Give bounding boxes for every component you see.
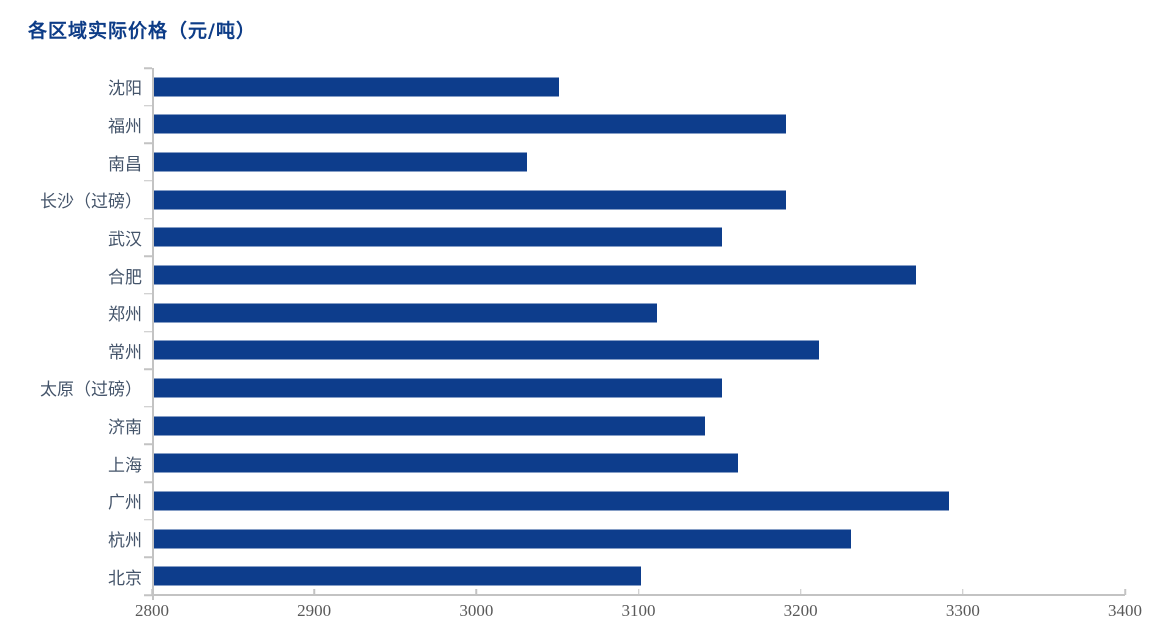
x-tick-label: 2900 (297, 601, 332, 620)
x-tick-label: 3000 (459, 601, 494, 620)
x-axis-tick (475, 589, 478, 595)
x-axis-tick (962, 589, 964, 595)
x-tick-label: 3200 (783, 601, 818, 620)
y-axis-line (152, 68, 154, 600)
x-axis-tick (1124, 589, 1126, 595)
category-label: 福州 (108, 116, 142, 137)
value-axis: 2800 2900 3000 3100 3200 3300 3400 (135, 601, 1142, 625)
bar (154, 265, 917, 285)
category-label: 郑州 (108, 305, 142, 326)
x-tick-label: 2800 (135, 601, 169, 620)
y-axis-tick (144, 255, 152, 257)
bar (154, 416, 706, 436)
x-axis-tick (151, 589, 153, 595)
bar (154, 114, 787, 134)
bar (154, 77, 560, 97)
bar (154, 340, 819, 360)
y-axis-tick (144, 142, 152, 145)
category-label: 武汉 (108, 229, 142, 250)
y-axis-tick (144, 67, 152, 69)
y-axis-tick (144, 368, 152, 370)
y-axis-tick (144, 556, 152, 559)
category-label: 沈阳 (108, 79, 142, 100)
plot-area (144, 67, 1126, 600)
x-tick-label: 3400 (1108, 601, 1142, 620)
category-label: 长沙（过磅） (40, 192, 142, 213)
category-label: 杭州 (108, 531, 142, 552)
x-tick-label: 3300 (945, 601, 980, 620)
category-axis: 沈阳福州南昌长沙（过磅） 武汉合肥郑州常州太原（过磅） 济南上海广州杭州北京 (0, 68, 142, 595)
y-axis-tick (144, 104, 152, 107)
category-label: 济南 (108, 418, 142, 439)
category-label: 常州 (108, 342, 142, 363)
y-axis-tick (144, 293, 152, 295)
chart-title: 各区域实际价格（元/吨） (28, 20, 256, 42)
x-axis-tick (313, 589, 315, 595)
y-axis-tick (144, 594, 152, 596)
y-axis-tick (144, 180, 152, 182)
bar (154, 303, 657, 323)
y-axis-tick (144, 330, 152, 333)
category-label: 南昌 (108, 154, 142, 175)
category-label: 北京 (108, 568, 142, 589)
y-axis-tick (144, 518, 152, 521)
y-axis-tick (144, 481, 152, 483)
y-axis-tick (144, 406, 152, 408)
category-label: 广州 (108, 493, 142, 514)
y-axis-tick (144, 217, 152, 220)
bar (154, 453, 738, 473)
bar (154, 190, 787, 210)
bar (154, 378, 722, 398)
bar (154, 227, 722, 247)
bar (154, 566, 641, 586)
category-label: 合肥 (108, 267, 142, 288)
bar (154, 152, 527, 172)
x-axis-tick (637, 589, 640, 595)
category-label: 上海 (108, 455, 142, 476)
y-axis-tick (144, 443, 152, 446)
x-tick-label: 3100 (621, 601, 656, 620)
bar (154, 491, 949, 511)
bar (154, 529, 852, 549)
category-label: 太原（过磅） (40, 380, 142, 401)
x-axis-line (152, 594, 1125, 596)
x-axis-tick (799, 589, 802, 595)
